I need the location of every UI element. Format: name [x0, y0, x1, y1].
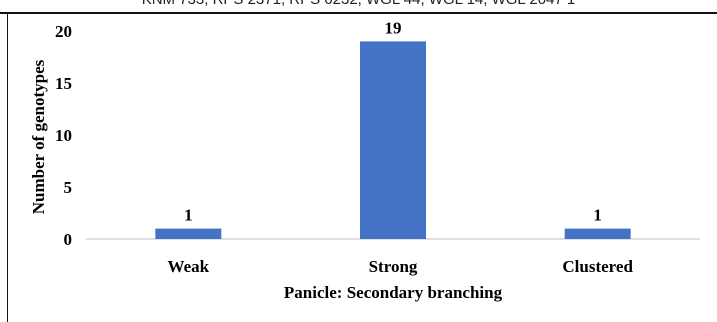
x-tick-labels: Weak Strong Clustered: [168, 257, 634, 276]
y-tick-label: 5: [64, 178, 73, 197]
cropped-caption-text: KNM 733, RPS 2371, RPS 6232, WGL 44, WGL…: [0, 0, 717, 8]
y-tick-label: 10: [55, 126, 72, 145]
y-tick-labels: 0 5 10 15 20: [55, 22, 72, 249]
x-tick-label-weak: Weak: [168, 257, 210, 276]
bar-series: [155, 41, 631, 240]
data-label-weak: 1: [184, 206, 193, 225]
x-tick-label-strong: Strong: [369, 257, 418, 276]
data-labels: 1 19 1: [184, 18, 602, 224]
bar-clustered: [564, 228, 631, 239]
x-axis-label: Panicle: Secondary branching: [284, 283, 503, 302]
bar-weak: [155, 228, 222, 239]
data-label-strong: 19: [385, 18, 402, 37]
data-label-clustered: 1: [593, 206, 602, 225]
y-tick-label: 0: [64, 230, 73, 249]
y-axis-label: Number of genotypes: [29, 59, 48, 214]
y-tick-label: 20: [55, 22, 72, 41]
top-border-line: [0, 12, 717, 14]
left-border-line: [7, 12, 8, 322]
x-tick-label-clustered: Clustered: [562, 257, 633, 276]
y-tick-label: 15: [55, 74, 72, 93]
bar-strong: [360, 41, 426, 240]
